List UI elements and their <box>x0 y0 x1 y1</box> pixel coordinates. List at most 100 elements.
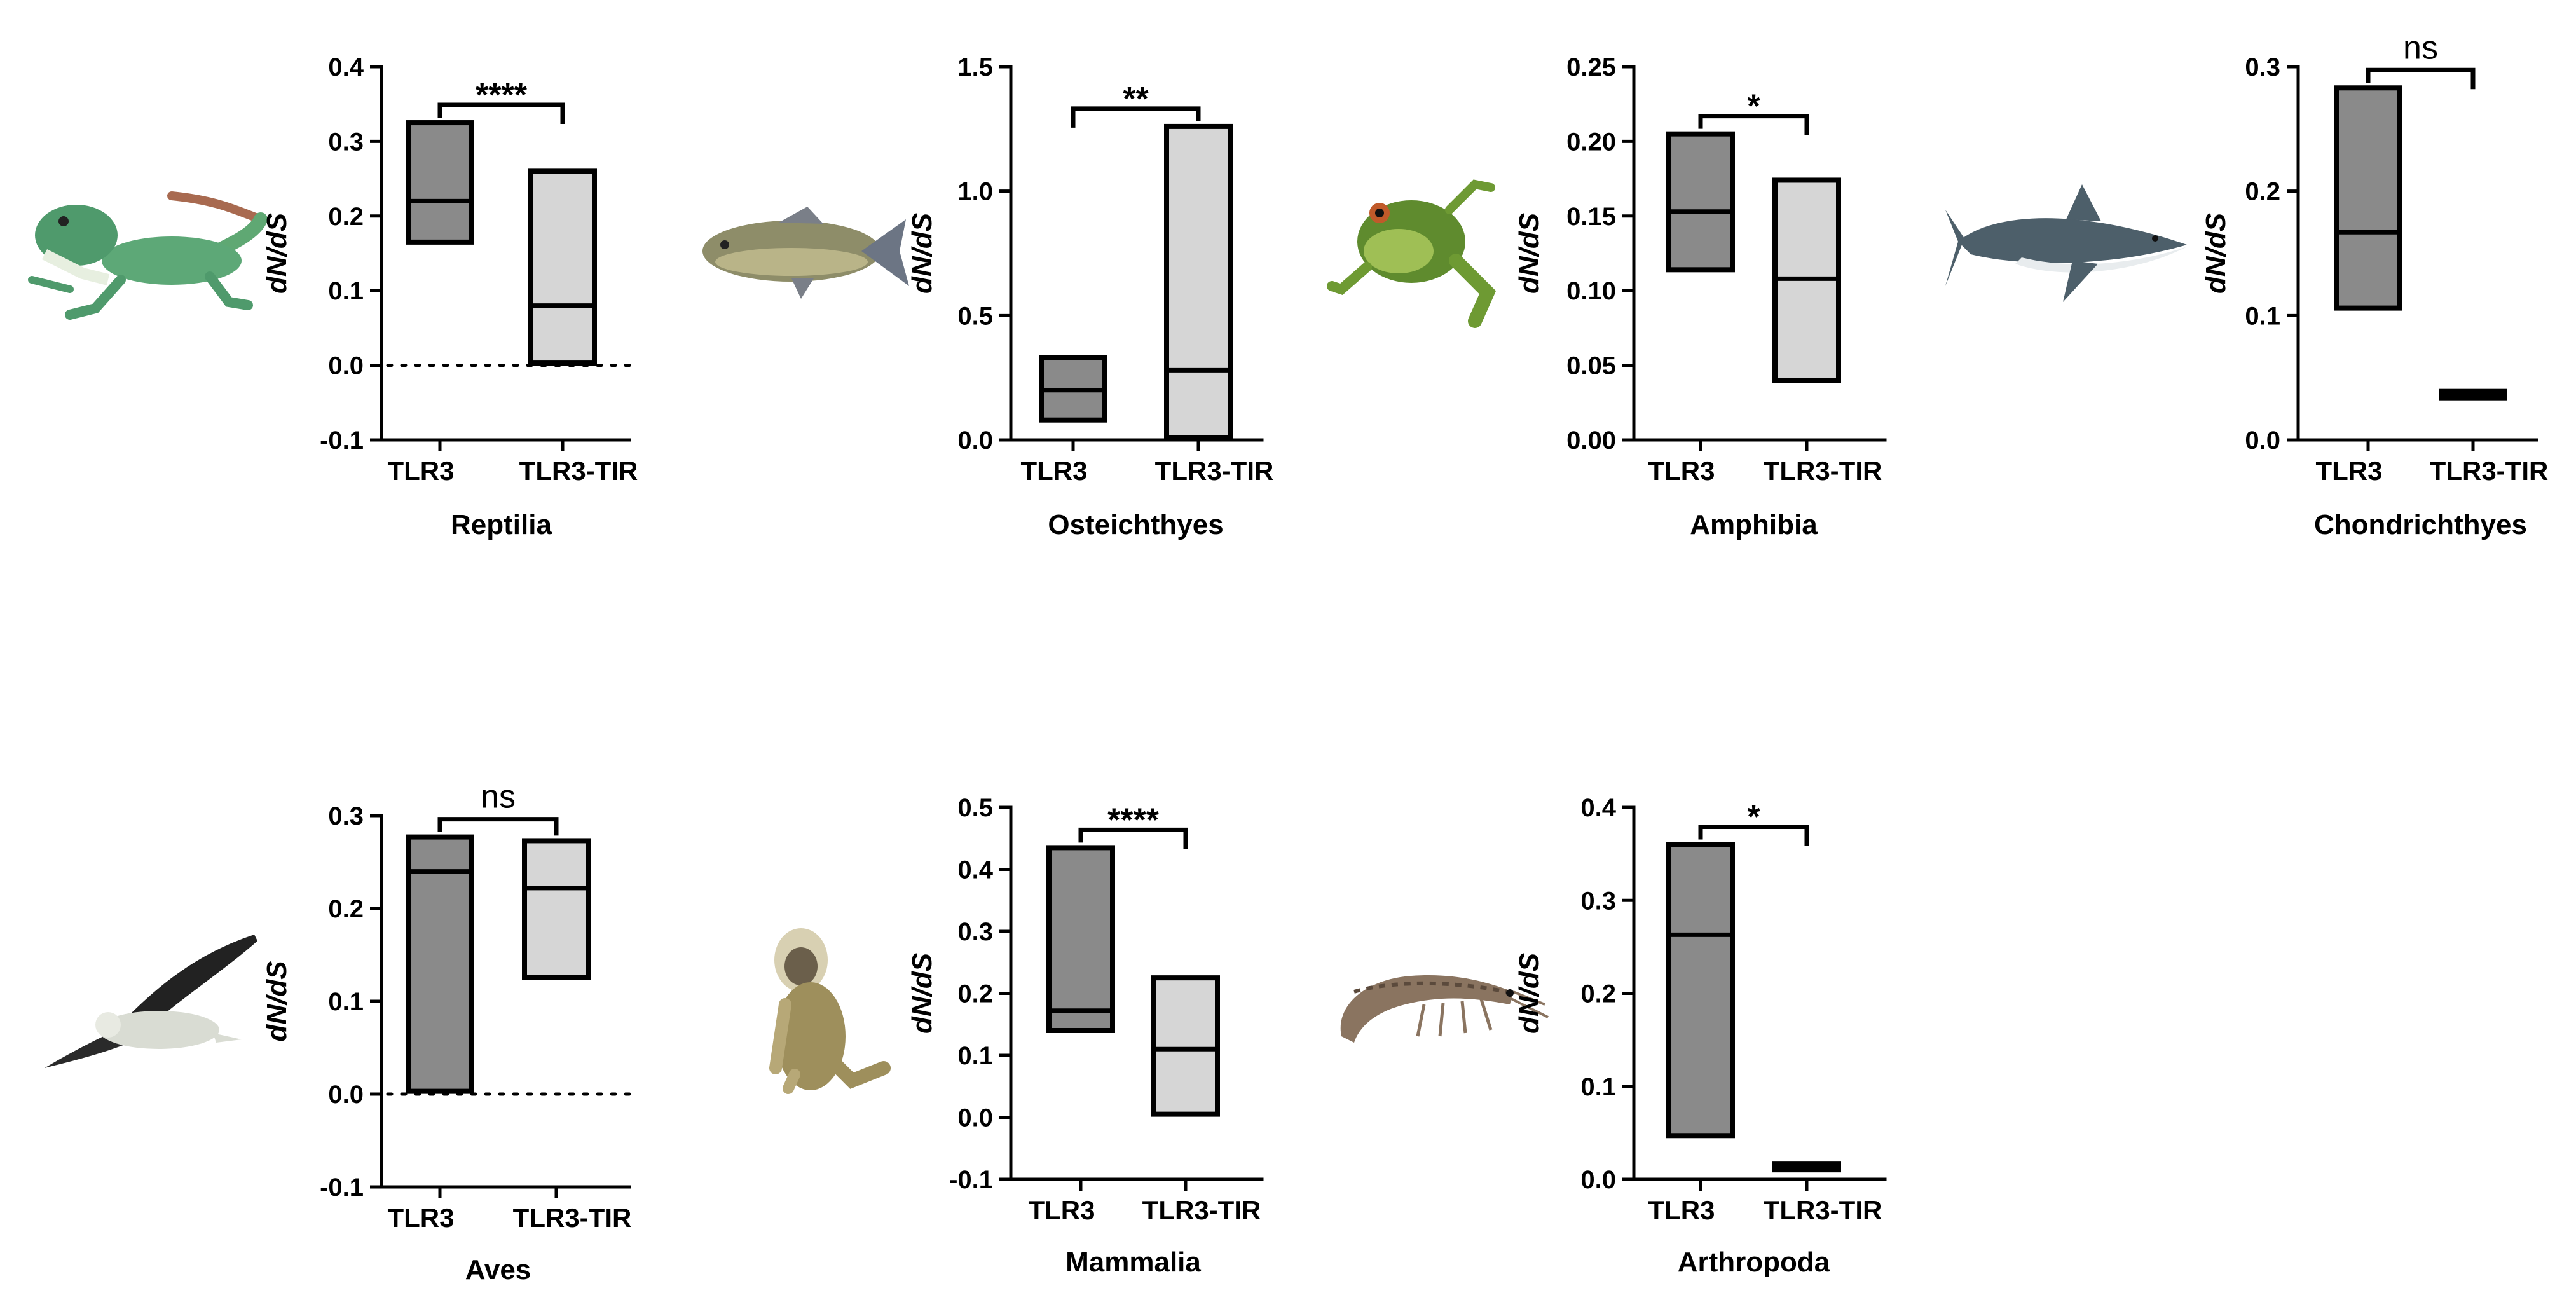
y-tick-label: 0.05 <box>1566 352 1616 380</box>
y-tick-label: 0.0 <box>2245 427 2280 455</box>
x-category-label: TLR3 <box>1029 1195 1095 1225</box>
x-category-label: TLR3 <box>2316 456 2383 486</box>
y-tick-label: 0.3 <box>1580 887 1616 915</box>
y-tick-label: 0.4 <box>957 856 993 884</box>
y-axis-label: dN/dS <box>1514 953 1545 1034</box>
chart-title: Reptilia <box>451 509 552 540</box>
significance-bracket <box>1071 106 1201 128</box>
chart-title: Arthropoda <box>1678 1247 1830 1278</box>
shark-icon <box>1945 184 2187 302</box>
y-tick-label: 0.3 <box>328 802 364 830</box>
monkey-icon <box>769 928 891 1094</box>
chart-panel-aves: -0.1 0.0 0.1 0.2 0.3 dN/dS TLR3 TLR3-TIR Aves ns <box>261 779 631 1285</box>
y-tick-label: 0.0 <box>957 1104 993 1132</box>
y-tick-label: 1.0 <box>957 178 993 206</box>
charts-layer: -0.1 0.0 0.1 0.2 0.3 0.4 dN/dS TLR3 TLR3-TIR Rept… <box>261 29 2548 1285</box>
chart-panel-osteichthyes: 0.0 0.5 1.0 1.5 dN/dS TLR3 TLR3-TIR Osteichthye… <box>907 53 1273 540</box>
chart-title: Chondrichthyes <box>2314 509 2527 540</box>
y-tick-label: 0.4 <box>1580 794 1616 822</box>
significance-bracket <box>1698 825 1809 846</box>
y-tick-label: 0.2 <box>957 980 993 1008</box>
x-category-label: TLR3 <box>1021 456 1088 486</box>
box-tlr3 <box>2334 85 2402 311</box>
fish-icon <box>702 207 909 299</box>
significance-label: ns <box>481 779 516 816</box>
y-axis-label: dN/dS <box>1514 213 1545 294</box>
y-tick-label: 0.1 <box>328 277 364 305</box>
chart-panel-mammalia: -0.1 0.0 0.1 0.2 0.3 0.4 0.5 dN/dS TLR3 TLR3-TIR M… <box>907 794 1264 1278</box>
y-tick-label: 0.0 <box>328 1081 364 1109</box>
significance-bracket <box>1698 114 1809 135</box>
x-category-label: TLR3-TIR <box>513 1203 632 1233</box>
significance-bracket <box>437 817 559 836</box>
chart-panel-reptilia: -0.1 0.0 0.1 0.2 0.3 0.4 dN/dS TLR3 TLR3-TIR Rept… <box>261 53 638 540</box>
significance-label: **** <box>1107 802 1160 839</box>
y-tick-label: 0.1 <box>328 988 364 1016</box>
significance-label: * <box>1747 799 1760 836</box>
significance-label: ** <box>1123 81 1149 118</box>
y-tick-label: 0.25 <box>1566 53 1616 81</box>
shrimp-icon <box>1340 975 1549 1043</box>
lizard-icon <box>28 191 268 320</box>
chart-panel-amphibia: 0.00 0.05 0.10 0.15 0.20 0.25 dN/dS TLR3 TLR3-TI… <box>1514 53 1887 540</box>
box-tlr3-tir <box>1151 975 1220 1117</box>
y-axis-label: dN/dS <box>907 953 938 1034</box>
box-tlr3 <box>1046 845 1115 1033</box>
y-tick-label: 0.3 <box>2245 53 2280 81</box>
y-tick-label: 0.00 <box>1566 427 1616 455</box>
box-tlr3 <box>406 120 474 245</box>
significance-bracket <box>437 102 565 125</box>
x-category-label: TLR3-TIR <box>519 456 638 486</box>
chart-title: Mammalia <box>1065 1247 1201 1278</box>
significance-bracket <box>2366 67 2476 90</box>
significance-label: **** <box>476 77 528 114</box>
y-tick-label: 0.15 <box>1566 203 1616 231</box>
chart-title: Aves <box>465 1254 531 1285</box>
x-category-label: TLR3 <box>388 456 455 486</box>
y-tick-label: 0.0 <box>328 352 364 380</box>
bird-icon <box>45 935 257 1068</box>
y-tick-label: 0.3 <box>328 128 364 156</box>
y-axis-label: dN/dS <box>261 213 292 294</box>
y-tick-label: 0.5 <box>957 794 993 822</box>
chart-title: Amphibia <box>1690 509 1818 540</box>
y-tick-label: 0.1 <box>2245 302 2280 330</box>
y-tick-label: 0.5 <box>957 302 993 330</box>
box-tlr3 <box>1666 131 1735 273</box>
chart-title: Osteichthyes <box>1048 509 1223 540</box>
x-category-label: TLR3 <box>1648 1195 1715 1225</box>
significance-label: * <box>1747 88 1760 125</box>
y-tick-label: 0.1 <box>1580 1073 1616 1101</box>
box-tlr3 <box>406 834 474 1094</box>
y-tick-label: -0.1 <box>949 1166 993 1194</box>
x-category-label: TLR3 <box>1648 456 1715 486</box>
box-tlr3-tir <box>528 168 597 366</box>
y-tick-label: 0.2 <box>1580 980 1616 1008</box>
y-tick-label: 0.4 <box>328 53 364 81</box>
y-tick-label: -0.1 <box>320 427 364 455</box>
chart-panel-arthropoda: 0.0 0.1 0.2 0.3 0.4 dN/dS TLR3 TLR3-TIR Arthropo… <box>1514 794 1887 1278</box>
y-tick-label: 0.20 <box>1566 128 1616 156</box>
significance-bracket <box>1078 827 1188 849</box>
x-category-label: TLR3-TIR <box>1142 1195 1261 1225</box>
x-category-label: TLR3 <box>388 1203 455 1233</box>
x-category-label: TLR3-TIR <box>1764 1195 1882 1225</box>
box-tlr3-tir <box>522 838 591 980</box>
y-axis-label: dN/dS <box>261 961 292 1041</box>
y-tick-label: 0.10 <box>1566 277 1616 305</box>
y-tick-label: 0.2 <box>328 203 364 231</box>
x-category-label: TLR3-TIR <box>1764 456 1882 486</box>
y-tick-label: 0.2 <box>2245 178 2280 206</box>
y-tick-label: 0.0 <box>957 427 993 455</box>
y-tick-label: -0.1 <box>320 1174 364 1202</box>
y-tick-label: 0.2 <box>328 895 364 923</box>
y-tick-label: 0.0 <box>1580 1166 1616 1194</box>
x-category-label: TLR3-TIR <box>1155 456 1274 486</box>
box-tlr3-tir <box>1164 123 1233 441</box>
y-tick-label: 0.1 <box>957 1042 993 1070</box>
y-tick-label: 0.3 <box>957 918 993 946</box>
significance-label: ns <box>2403 29 2438 66</box>
chart-panel-chondrichthyes: 0.0 0.1 0.2 0.3 dN/dS TLR3 TLR3-TIR Chondrichth… <box>2200 29 2548 540</box>
box-tlr3 <box>1666 842 1735 1139</box>
